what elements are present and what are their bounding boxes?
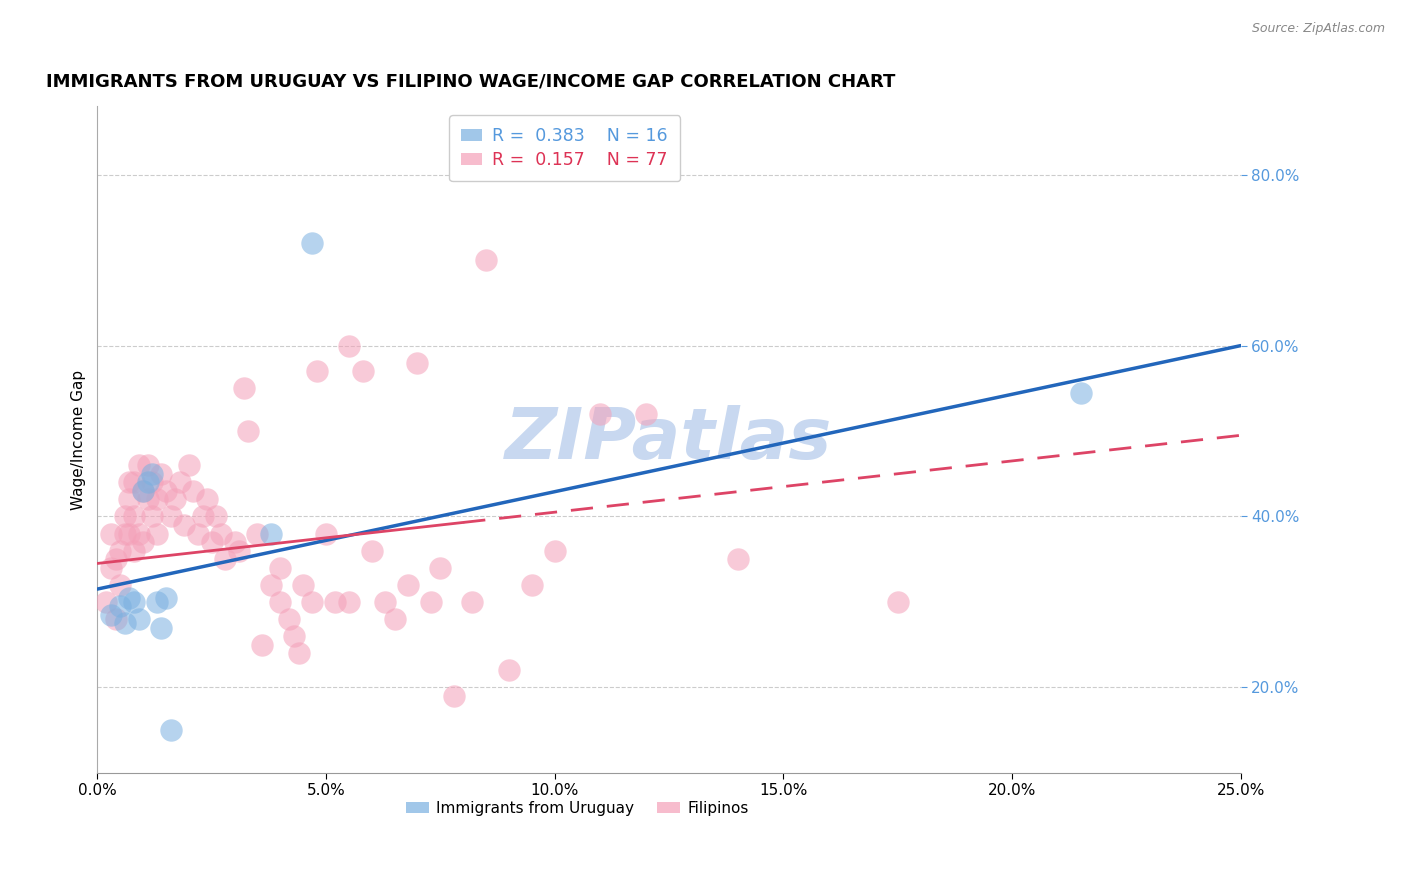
Point xyxy=(155,591,177,605)
Point xyxy=(141,467,163,481)
Point xyxy=(269,595,291,609)
Point xyxy=(100,607,122,622)
Point xyxy=(301,595,323,609)
Point xyxy=(100,560,122,574)
Point xyxy=(136,458,159,473)
Point xyxy=(104,612,127,626)
Point xyxy=(1070,385,1092,400)
Point xyxy=(159,723,181,737)
Point xyxy=(589,407,612,421)
Legend: Immigrants from Uruguay, Filipinos: Immigrants from Uruguay, Filipinos xyxy=(399,795,755,822)
Point xyxy=(195,492,218,507)
Point xyxy=(250,638,273,652)
Point xyxy=(122,543,145,558)
Point xyxy=(110,543,132,558)
Point xyxy=(352,364,374,378)
Point xyxy=(141,509,163,524)
Point xyxy=(141,475,163,490)
Point xyxy=(246,526,269,541)
Point xyxy=(520,578,543,592)
Point xyxy=(260,578,283,592)
Point xyxy=(292,578,315,592)
Point xyxy=(118,475,141,490)
Point xyxy=(177,458,200,473)
Text: Source: ZipAtlas.com: Source: ZipAtlas.com xyxy=(1251,22,1385,36)
Point xyxy=(136,492,159,507)
Point xyxy=(173,518,195,533)
Point xyxy=(315,526,337,541)
Point xyxy=(232,381,254,395)
Point xyxy=(114,509,136,524)
Point xyxy=(122,509,145,524)
Point xyxy=(384,612,406,626)
Point xyxy=(104,552,127,566)
Point xyxy=(337,595,360,609)
Point xyxy=(146,526,169,541)
Point xyxy=(150,467,173,481)
Point xyxy=(323,595,346,609)
Point xyxy=(238,424,260,438)
Point xyxy=(136,475,159,490)
Point xyxy=(132,483,155,498)
Point xyxy=(146,492,169,507)
Point xyxy=(443,689,465,703)
Point xyxy=(305,364,328,378)
Y-axis label: Wage/Income Gap: Wage/Income Gap xyxy=(72,369,86,509)
Text: ZIPatlas: ZIPatlas xyxy=(505,405,832,474)
Point xyxy=(727,552,749,566)
Point xyxy=(191,509,214,524)
Point xyxy=(209,526,232,541)
Point xyxy=(183,483,205,498)
Point xyxy=(337,338,360,352)
Point xyxy=(128,526,150,541)
Point xyxy=(128,458,150,473)
Point xyxy=(96,595,118,609)
Point xyxy=(146,595,169,609)
Point xyxy=(118,492,141,507)
Point xyxy=(100,526,122,541)
Point xyxy=(128,612,150,626)
Point xyxy=(150,620,173,634)
Point xyxy=(429,560,451,574)
Point xyxy=(118,526,141,541)
Point xyxy=(461,595,484,609)
Point xyxy=(114,616,136,631)
Point xyxy=(214,552,236,566)
Point xyxy=(201,535,224,549)
Point xyxy=(159,509,181,524)
Point xyxy=(155,483,177,498)
Point xyxy=(132,535,155,549)
Point xyxy=(110,599,132,614)
Point xyxy=(114,526,136,541)
Point xyxy=(260,526,283,541)
Point xyxy=(886,595,908,609)
Point xyxy=(283,629,305,643)
Point xyxy=(374,595,396,609)
Point xyxy=(122,475,145,490)
Point xyxy=(420,595,443,609)
Point xyxy=(406,356,429,370)
Point xyxy=(205,509,228,524)
Point xyxy=(169,475,191,490)
Point xyxy=(396,578,419,592)
Point xyxy=(132,483,155,498)
Point xyxy=(110,578,132,592)
Point xyxy=(118,591,141,605)
Point xyxy=(498,663,520,677)
Text: IMMIGRANTS FROM URUGUAY VS FILIPINO WAGE/INCOME GAP CORRELATION CHART: IMMIGRANTS FROM URUGUAY VS FILIPINO WAGE… xyxy=(46,73,896,91)
Point xyxy=(278,612,301,626)
Point xyxy=(122,595,145,609)
Point xyxy=(269,560,291,574)
Point xyxy=(165,492,187,507)
Point xyxy=(544,543,567,558)
Point xyxy=(228,543,250,558)
Point xyxy=(360,543,382,558)
Point xyxy=(636,407,658,421)
Point xyxy=(475,253,498,268)
Point xyxy=(301,236,323,251)
Point xyxy=(187,526,209,541)
Point xyxy=(287,646,309,660)
Point xyxy=(224,535,246,549)
